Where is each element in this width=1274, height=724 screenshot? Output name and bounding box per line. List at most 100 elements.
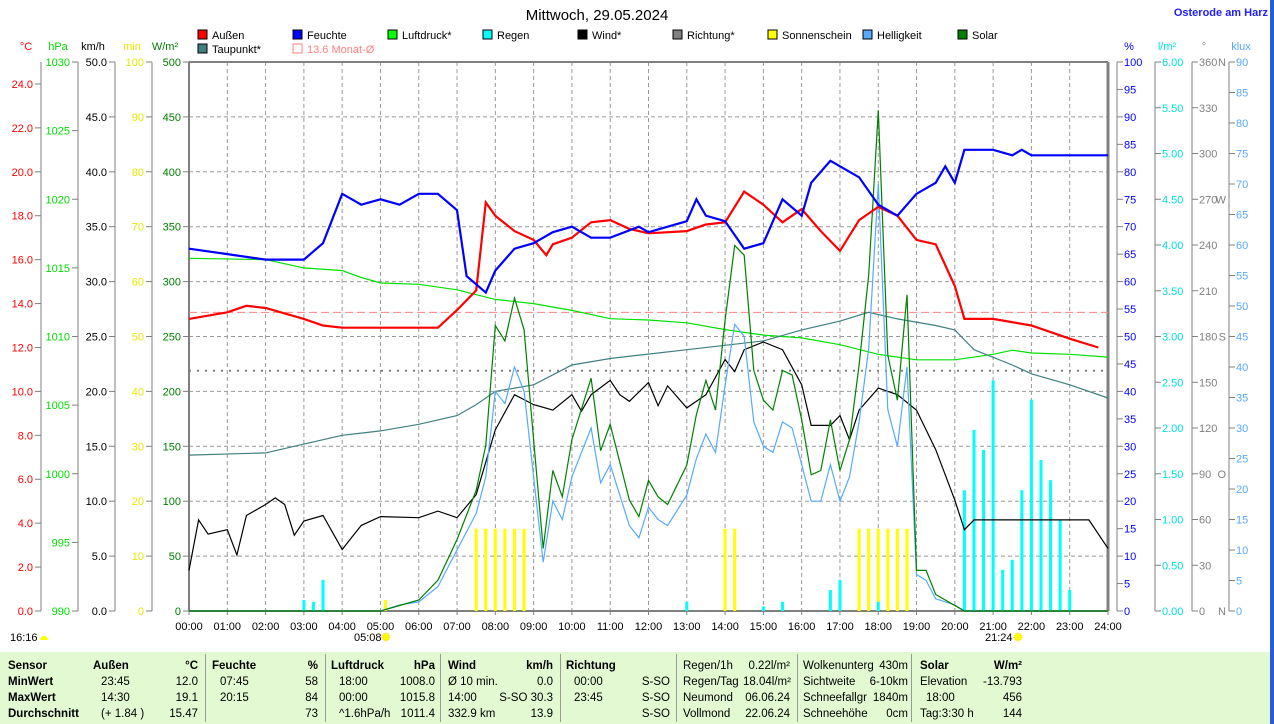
x-tick-label: 13:00 bbox=[673, 621, 701, 633]
y-tick-label-min: 10 bbox=[132, 551, 144, 563]
table-unit: % bbox=[307, 660, 318, 672]
bar-sonnenschein bbox=[493, 528, 497, 611]
y-tick-label-kmh: 15.0 bbox=[86, 441, 107, 453]
y2-axis-unit-lm2: l/m² bbox=[1158, 41, 1177, 53]
x-tick-label: 04:00 bbox=[328, 621, 356, 633]
sunset-label: 21:24 bbox=[985, 632, 1013, 644]
bar-regen bbox=[302, 600, 306, 611]
table-cell: S-SO bbox=[641, 692, 670, 704]
x-tick-label: 21:00 bbox=[979, 621, 1007, 633]
legend-swatch bbox=[482, 29, 493, 40]
table-cell: 06.06.24 bbox=[745, 692, 790, 704]
series-taupunkt bbox=[188, 311, 1109, 456]
table-cell: S-SO bbox=[641, 708, 670, 720]
direction-label: W bbox=[1216, 194, 1227, 206]
series-wind bbox=[188, 341, 1109, 571]
table-cell: Schneefallgr bbox=[803, 692, 867, 704]
y2-tick-label-pct: 80 bbox=[1124, 167, 1136, 179]
y2-tick-label-deg: 210 bbox=[1199, 286, 1217, 298]
y-tick-label-wm2: 400 bbox=[163, 167, 181, 179]
sunrise-label: 05:08 bbox=[354, 632, 382, 644]
bar-sonnenschein bbox=[886, 528, 890, 611]
row-label: MaxWert bbox=[8, 692, 56, 704]
table-cell: 1008.0 bbox=[399, 676, 435, 688]
table-divider bbox=[797, 654, 798, 722]
bar-sonnenschein bbox=[733, 528, 737, 611]
y-tick-label-kmh: 10.0 bbox=[86, 496, 107, 508]
bar-regen bbox=[685, 601, 689, 611]
table-cell: 20:15 bbox=[220, 692, 249, 704]
x-tick-label: 14:00 bbox=[711, 621, 739, 633]
x-tick-label: 17:00 bbox=[826, 621, 854, 633]
y2-tick-label-pct: 50 bbox=[1124, 332, 1136, 344]
sun-icon bbox=[381, 632, 391, 642]
bar-sonnenschein bbox=[383, 600, 387, 611]
y-tick-label-c: 6.0 bbox=[18, 474, 33, 486]
bar-regen bbox=[1058, 519, 1062, 611]
y-tick-label-hpa: 995 bbox=[52, 537, 70, 549]
table-cell: 144 bbox=[1002, 708, 1022, 720]
y-tick-label-hpa: 1020 bbox=[46, 194, 70, 206]
table-unit: km/h bbox=[526, 660, 553, 672]
bar-sonnenschein bbox=[905, 528, 909, 611]
legend-item-label: Außen bbox=[212, 30, 244, 42]
table-cell: 23:45 bbox=[101, 676, 130, 688]
bar-sonnenschein bbox=[522, 528, 526, 611]
y2-tick-label-klux: 5 bbox=[1236, 576, 1242, 588]
bar-regen bbox=[982, 449, 986, 611]
table-cell: 0.0 bbox=[537, 676, 553, 688]
table-divider bbox=[676, 654, 677, 722]
legend-swatch bbox=[292, 29, 303, 40]
y-tick-label-kmh: 20.0 bbox=[86, 386, 107, 398]
y-tick-label-hpa: 1005 bbox=[46, 400, 70, 412]
legend-item-label: Wind* bbox=[592, 30, 622, 42]
bar-regen bbox=[1049, 480, 1053, 611]
table-header: Wind bbox=[448, 660, 476, 672]
table-cell: 1840m bbox=[872, 692, 908, 704]
y2-tick-label-klux: 90 bbox=[1236, 57, 1248, 69]
y-tick-label-c: 24.0 bbox=[12, 79, 33, 91]
y-tick-label-min: 80 bbox=[132, 167, 144, 179]
y-tick-label-c: 16.0 bbox=[12, 255, 33, 267]
series-aussen bbox=[188, 190, 1099, 349]
x-tick-label: 19:00 bbox=[903, 621, 931, 633]
y2-tick-label-klux: 25 bbox=[1236, 454, 1248, 466]
x-tick-label: 02:00 bbox=[252, 621, 280, 633]
y-tick-label-min: 0 bbox=[138, 606, 144, 618]
y-tick-label-wm2: 500 bbox=[163, 57, 181, 69]
y2-tick-label-pct: 40 bbox=[1124, 386, 1136, 398]
y-tick-label-kmh: 5.0 bbox=[92, 551, 107, 563]
x-tick-label: 03:00 bbox=[290, 621, 318, 633]
y2-tick-label-pct: 10 bbox=[1124, 551, 1136, 563]
y2-tick-label-pct: 0 bbox=[1124, 606, 1130, 618]
y-tick-label-min: 60 bbox=[132, 277, 144, 289]
y-tick-label-min: 50 bbox=[132, 332, 144, 344]
table-cell: 430m bbox=[879, 660, 908, 672]
sun-icon bbox=[40, 636, 48, 640]
sun-icon bbox=[1013, 632, 1023, 642]
y2-tick-label-pct: 85 bbox=[1124, 139, 1136, 151]
bar-sonnenschein bbox=[503, 528, 507, 611]
y2-tick-label-pct: 100 bbox=[1124, 57, 1142, 69]
current-time-label: 16:16 bbox=[10, 632, 38, 644]
y2-tick-label-klux: 15 bbox=[1236, 515, 1248, 527]
table-cell: 18:00 bbox=[926, 692, 955, 704]
y2-tick-label-lm2: 3.50 bbox=[1162, 286, 1183, 298]
y2-tick-label-lm2: 2.00 bbox=[1162, 423, 1183, 435]
window-edge bbox=[1270, 0, 1274, 724]
y2-tick-label-pct: 20 bbox=[1124, 496, 1136, 508]
y2-tick-label-deg: 300 bbox=[1199, 149, 1217, 161]
legend-item-label: Helligkeit bbox=[877, 30, 922, 42]
table-cell: 13.9 bbox=[530, 708, 553, 720]
bar-regen bbox=[781, 601, 785, 611]
table-cell: 07:45 bbox=[220, 676, 249, 688]
y-tick-label-hpa: 1025 bbox=[46, 126, 70, 138]
y-tick-label-c: 10.0 bbox=[12, 386, 33, 398]
table-cell: 73 bbox=[305, 708, 318, 720]
y2-tick-label-lm2: 1.00 bbox=[1162, 515, 1183, 527]
y2-tick-label-deg: 0 bbox=[1199, 606, 1205, 618]
y2-tick-label-deg: 60 bbox=[1199, 515, 1211, 527]
table-cell: 332.9 km bbox=[448, 708, 496, 720]
y2-tick-label-pct: 45 bbox=[1124, 359, 1136, 371]
x-tick-label: 05:00 bbox=[367, 621, 395, 633]
